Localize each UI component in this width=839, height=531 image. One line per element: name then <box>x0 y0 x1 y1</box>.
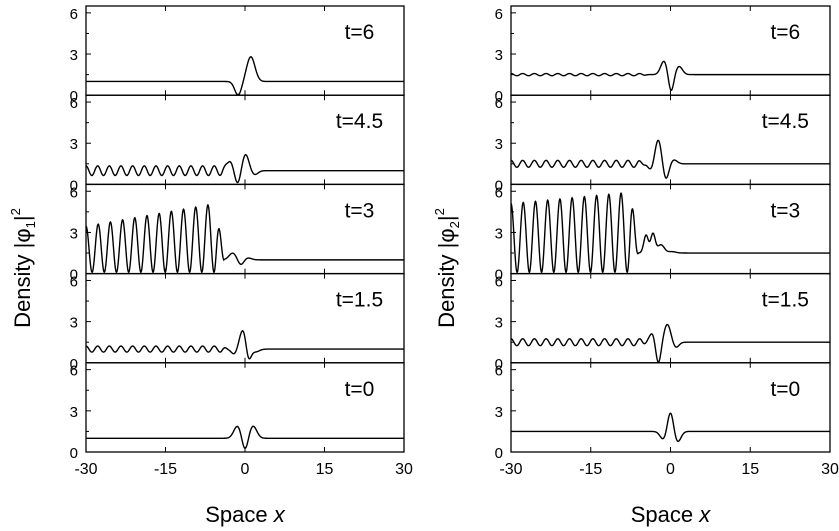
y-tick-label: 6 <box>70 95 78 112</box>
y-axis-title-text: Density |φ2|2 <box>432 208 462 328</box>
y-tick-label: 3 <box>495 404 503 421</box>
x-tick-label: 0 <box>241 461 250 478</box>
y-tick-label: 6 <box>70 363 78 380</box>
density-curve <box>510 192 830 274</box>
x-tick-label: 15 <box>316 461 334 478</box>
density-curve <box>85 330 404 360</box>
x-tick-label: -30 <box>74 461 97 478</box>
y-tick-label: 3 <box>495 47 503 64</box>
panel-phi1-0: 0 3 6 t=6 <box>70 5 405 105</box>
y-tick-label: 0 <box>495 445 503 462</box>
y-tick-label: 0 <box>495 356 503 373</box>
y-axis-title-text: Density |φ1|2 <box>8 208 38 328</box>
y-tick-label: 0 <box>495 267 503 284</box>
panel-phi1-4: 0 3 6 t=0 <box>70 362 405 462</box>
y-axis-title: Density |φ1|2 <box>8 208 38 328</box>
y-tick-label: 0 <box>70 177 78 194</box>
y-tick-label: 6 <box>70 273 78 290</box>
panel-frame <box>510 362 831 453</box>
panel-phi1-2: 0 3 6 t=3 <box>70 183 405 284</box>
y-tick-label: 6 <box>495 95 503 112</box>
y-tick-label: 6 <box>495 184 503 201</box>
y-tick-label: 3 <box>70 225 78 242</box>
y-tick-label: 0 <box>495 88 503 105</box>
panel-phi1-3: 0 3 6 t=1.5 <box>70 272 405 373</box>
time-label: t=0 <box>345 378 375 401</box>
time-label: t=6 <box>345 21 375 44</box>
time-label: t=1.5 <box>762 289 809 312</box>
y-tick-label: 6 <box>495 363 503 380</box>
time-label: t=4.5 <box>336 110 383 133</box>
density-curve <box>86 425 404 449</box>
time-label: t=3 <box>345 199 375 222</box>
panel-frame <box>510 5 831 96</box>
x-tick-label: 0 <box>666 461 675 478</box>
x-tick-label: 30 <box>821 461 839 478</box>
y-tick-label: 3 <box>70 404 78 421</box>
x-tick-label: -30 <box>499 461 522 478</box>
panel-phi2-4: 0 3 6 t=0 <box>495 362 831 462</box>
y-tick-label: 0 <box>70 88 78 105</box>
x-tick-label: 30 <box>395 461 413 478</box>
panel-phi2-2: 0 3 6 t=3 <box>495 183 831 284</box>
density-curve <box>85 203 404 274</box>
x-axis-title: Space x <box>631 502 712 527</box>
y-tick-label: 3 <box>495 315 503 332</box>
time-label: t=6 <box>770 21 800 44</box>
y-tick-label: 0 <box>70 356 78 373</box>
panel-phi2-1: 0 3 6 t=4.5 <box>495 94 831 194</box>
time-label: t=1.5 <box>336 289 383 312</box>
time-label: t=0 <box>770 378 800 401</box>
y-tick-label: 3 <box>495 136 503 153</box>
y-tick-label: 6 <box>495 273 503 290</box>
y-tick-label: 3 <box>495 225 503 242</box>
panel-frame <box>510 94 831 186</box>
y-tick-label: 6 <box>70 184 78 201</box>
density-curve <box>85 154 404 184</box>
x-tick-label: -15 <box>579 461 602 478</box>
x-tick-label: -15 <box>154 461 177 478</box>
y-tick-label: 6 <box>70 6 78 23</box>
y-axis-title: Density |φ2|2 <box>432 208 462 328</box>
density-curve <box>510 139 830 179</box>
panel-phi1-1: 0 3 6 t=4.5 <box>70 94 405 194</box>
y-tick-label: 0 <box>70 445 78 462</box>
y-tick-label: 6 <box>495 6 503 23</box>
panel-phi2-0: 0 3 6 t=6 <box>495 5 831 105</box>
x-axis-title: Space x <box>205 502 286 527</box>
y-tick-label: 3 <box>70 136 78 153</box>
density-curve <box>511 412 830 443</box>
panel-frame <box>510 183 831 275</box>
density-curve <box>510 323 830 363</box>
panel-frame <box>510 272 831 364</box>
y-tick-label: 3 <box>70 47 78 64</box>
time-label: t=3 <box>770 199 800 222</box>
density-curve <box>510 60 830 92</box>
x-tick-label: 15 <box>741 461 759 478</box>
y-tick-label: 0 <box>70 267 78 284</box>
y-tick-label: 3 <box>70 315 78 332</box>
density-curve <box>86 56 404 96</box>
panel-phi2-3: 0 3 6 t=1.5 <box>495 272 831 373</box>
y-tick-label: 0 <box>495 177 503 194</box>
time-label: t=4.5 <box>762 110 809 133</box>
